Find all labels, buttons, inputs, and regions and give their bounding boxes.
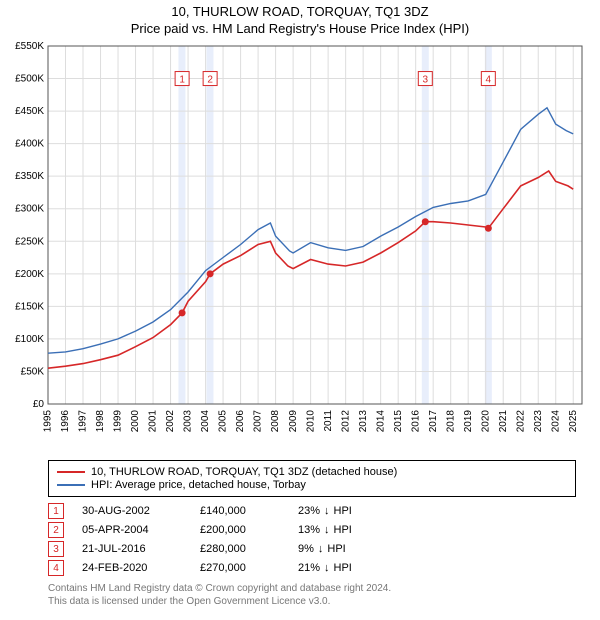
transactions-table: 1 30-AUG-2002 £140,000 23%↓HPI 2 05-APR-2004 £… <box>48 503 576 576</box>
svg-text:2014: 2014 <box>375 410 386 433</box>
title-main: 10, THURLOW ROAD, TORQUAY, TQ1 3DZ <box>0 4 600 19</box>
arrow-down-icon: ↓ <box>318 543 324 555</box>
svg-text:2021: 2021 <box>498 410 509 433</box>
svg-text:£50K: £50K <box>21 366 45 377</box>
svg-text:1999: 1999 <box>113 410 124 433</box>
transaction-hpi-diff: 21%↓HPI <box>298 562 352 574</box>
transaction-date: 21-JUL-2016 <box>82 543 182 555</box>
transaction-date: 24-FEB-2020 <box>82 562 182 574</box>
svg-text:1998: 1998 <box>95 410 106 433</box>
transaction-hpi-diff: 13%↓HPI <box>298 524 352 536</box>
svg-text:2001: 2001 <box>148 410 159 433</box>
svg-text:2005: 2005 <box>218 410 229 433</box>
transaction-row: 1 30-AUG-2002 £140,000 23%↓HPI <box>48 503 576 519</box>
svg-text:3: 3 <box>423 75 429 86</box>
svg-text:£250K: £250K <box>15 236 44 247</box>
svg-text:2004: 2004 <box>200 410 211 433</box>
svg-text:£100K: £100K <box>15 334 44 345</box>
legend-swatch <box>57 471 85 473</box>
svg-text:2022: 2022 <box>515 410 526 433</box>
svg-text:£550K: £550K <box>15 41 44 52</box>
footer-line-1: Contains HM Land Registry data © Crown c… <box>48 582 576 595</box>
legend: 10, THURLOW ROAD, TORQUAY, TQ1 3DZ (deta… <box>48 460 576 497</box>
svg-text:2008: 2008 <box>270 410 281 433</box>
transaction-index-box: 2 <box>48 522 64 538</box>
chart-titles: 10, THURLOW ROAD, TORQUAY, TQ1 3DZ Price… <box>0 0 600 36</box>
transaction-price: £140,000 <box>200 505 280 517</box>
svg-text:£150K: £150K <box>15 301 44 312</box>
svg-text:2: 2 <box>207 75 213 86</box>
arrow-down-icon: ↓ <box>324 505 330 517</box>
arrow-down-icon: ↓ <box>324 524 330 536</box>
svg-text:2020: 2020 <box>480 410 491 433</box>
legend-item: 10, THURLOW ROAD, TORQUAY, TQ1 3DZ (deta… <box>57 466 567 478</box>
svg-text:1: 1 <box>179 75 185 86</box>
svg-text:2023: 2023 <box>533 410 544 433</box>
svg-text:2000: 2000 <box>130 410 141 433</box>
chart-area: £0 £50K £100K £150K £200K £250K £300K £350K £400… <box>0 36 600 456</box>
transaction-row: 4 24-FEB-2020 £270,000 21%↓HPI <box>48 560 576 576</box>
svg-text:2017: 2017 <box>428 410 439 433</box>
svg-text:2012: 2012 <box>340 410 351 433</box>
svg-text:£350K: £350K <box>15 171 44 182</box>
svg-text:2013: 2013 <box>358 410 369 433</box>
legend-swatch <box>57 484 85 486</box>
svg-text:1995: 1995 <box>43 410 54 433</box>
svg-text:1997: 1997 <box>78 410 89 433</box>
svg-text:£500K: £500K <box>15 74 44 85</box>
transaction-row: 2 05-APR-2004 £200,000 13%↓HPI <box>48 522 576 538</box>
arrow-down-icon: ↓ <box>324 562 330 574</box>
transaction-index-box: 4 <box>48 560 64 576</box>
chart-svg: £0 £50K £100K £150K £200K £250K £300K £350K £400… <box>0 36 600 456</box>
svg-text:2011: 2011 <box>323 410 334 432</box>
svg-text:2025: 2025 <box>568 410 579 433</box>
svg-text:£400K: £400K <box>15 139 44 150</box>
transaction-index-box: 1 <box>48 503 64 519</box>
svg-text:2018: 2018 <box>445 410 456 433</box>
svg-text:£300K: £300K <box>15 204 44 215</box>
svg-text:4: 4 <box>486 75 492 86</box>
transaction-row: 3 21-JUL-2016 £280,000 9%↓HPI <box>48 541 576 557</box>
svg-text:2019: 2019 <box>463 410 474 433</box>
svg-text:2024: 2024 <box>550 410 561 433</box>
svg-text:1996: 1996 <box>60 410 71 433</box>
transaction-index-box: 3 <box>48 541 64 557</box>
svg-text:£450K: £450K <box>15 106 44 117</box>
svg-text:2016: 2016 <box>410 410 421 433</box>
transaction-price: £270,000 <box>200 562 280 574</box>
legend-label: HPI: Average price, detached house, Torb… <box>91 479 306 491</box>
transaction-price: £280,000 <box>200 543 280 555</box>
svg-text:2010: 2010 <box>305 410 316 433</box>
svg-text:£200K: £200K <box>15 269 44 280</box>
svg-text:£0: £0 <box>33 399 45 410</box>
transaction-date: 05-APR-2004 <box>82 524 182 536</box>
svg-text:2003: 2003 <box>183 410 194 433</box>
svg-text:2007: 2007 <box>253 410 264 433</box>
transaction-hpi-diff: 23%↓HPI <box>298 505 352 517</box>
transaction-hpi-diff: 9%↓HPI <box>298 543 346 555</box>
title-sub: Price paid vs. HM Land Registry's House … <box>0 21 600 36</box>
legend-item: HPI: Average price, detached house, Torb… <box>57 479 567 491</box>
transaction-date: 30-AUG-2002 <box>82 505 182 517</box>
transaction-price: £200,000 <box>200 524 280 536</box>
svg-text:2006: 2006 <box>235 410 246 433</box>
footer-line-2: This data is licensed under the Open Gov… <box>48 595 576 608</box>
svg-text:2002: 2002 <box>165 410 176 433</box>
legend-label: 10, THURLOW ROAD, TORQUAY, TQ1 3DZ (deta… <box>91 466 397 478</box>
svg-text:2009: 2009 <box>288 410 299 433</box>
page-root: 10, THURLOW ROAD, TORQUAY, TQ1 3DZ Price… <box>0 0 600 608</box>
footer: Contains HM Land Registry data © Crown c… <box>48 582 576 608</box>
svg-text:2015: 2015 <box>393 410 404 433</box>
